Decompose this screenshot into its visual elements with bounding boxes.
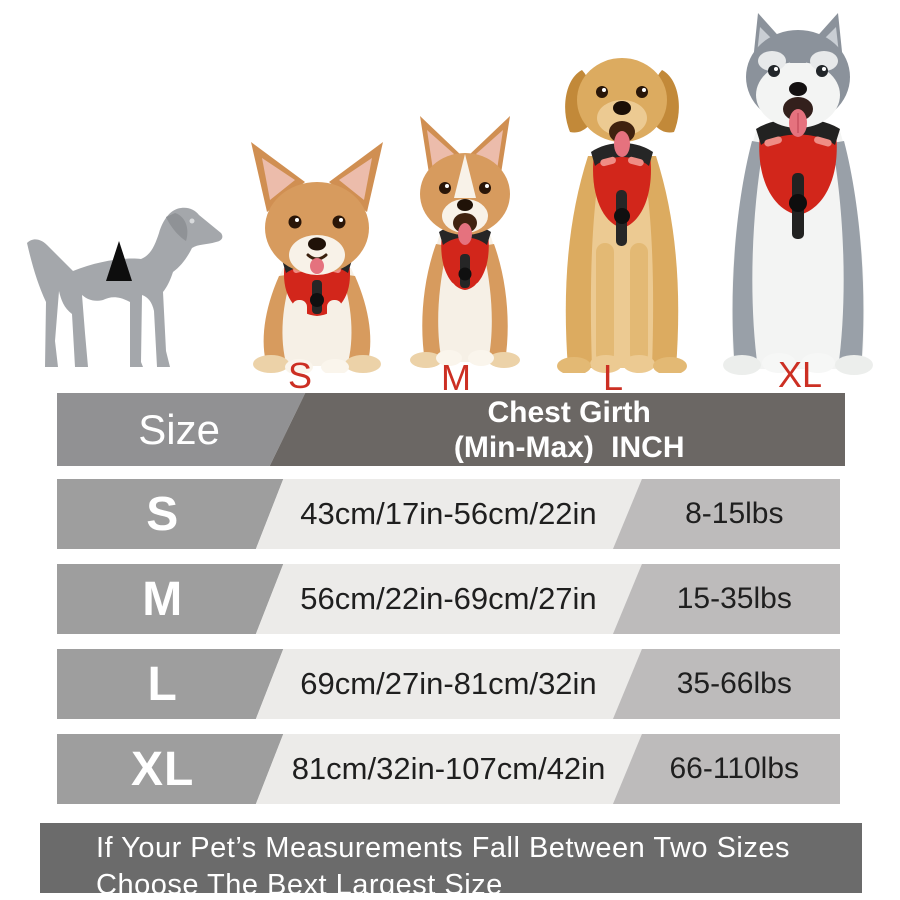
header-chest-label: Chest Girth (Min-Max) INCH [293,393,845,466]
weight-cell-bg [612,479,840,549]
table-row-m: M 56cm/22in-69cm/27in 15-35lbs [57,564,840,634]
dog-photo-s-corgi-puppy [251,142,383,373]
chest-cell-text: 56cm/22in-69cm/27in [300,581,597,616]
weight-cell-text: 66-110lbs [669,752,800,785]
size-label-l: L [602,357,624,398]
chest-cell-bg [255,734,642,804]
size-cell-bg [57,479,284,549]
weight-cell-bg [612,649,840,719]
dog-photo-xl-husky [723,13,873,375]
chest-cell-text: 81cm/32in-107cm/42in [291,751,606,786]
size-cell-bg [57,649,284,719]
size-cell-text: L [147,657,178,711]
chest-cell-bg [255,479,642,549]
header-size-label: Size [138,405,220,453]
weight-cell-text: 8-15lbs [685,497,784,530]
weight-cell-text: 35-66lbs [676,667,792,700]
weight-cell-bg [612,564,840,634]
header-chest-cell [269,393,845,466]
dog-photo-l-golden-retriever [557,58,687,373]
weight-cell-bg [612,734,840,804]
table-row-s: S 43cm/17in-56cm/22in 8-15lbs [57,479,840,549]
size-cell-text: S [146,487,180,541]
weight-cell-text: 15-35lbs [676,582,792,615]
chest-cell-text: 43cm/17in-56cm/22in [300,496,597,531]
sizing-note-line1: If Your Pet’s Measurements Fall Between … [96,832,790,864]
size-cell-text: M [142,572,184,626]
sizing-note-line2: Choose The Bext Largest Size [96,869,503,900]
header-chest-line2: (Min-Max) INCH [453,430,685,464]
size-label-m: M [441,357,471,398]
size-cell-bg [57,734,284,804]
header-size-cell [57,393,306,466]
chest-cell-text: 69cm/27in-81cm/32in [300,666,597,701]
chest-measure-triangle-icon [106,241,132,281]
sizing-note-bar: If Your Pet’s Measurements Fall Between … [40,823,862,900]
size-label-xl: XL [777,354,823,395]
size-cell-bg [57,564,284,634]
chest-cell-bg [255,649,642,719]
chest-cell-bg [255,564,642,634]
table-header-row: Size Chest Girth (Min-Max) INCH [57,393,845,466]
dog-photo-m-corgi [410,116,520,368]
header-chest-line1: Chest Girth [487,395,651,429]
size-cell-text: XL [131,742,195,796]
dog-silhouette-icon [27,207,223,367]
table-row-l: L 69cm/27in-81cm/32in 35-66lbs [57,649,840,719]
table-row-xl: XL 81cm/32in-107cm/42in 66-110lbs [57,734,840,804]
size-label-s: S [287,355,313,396]
